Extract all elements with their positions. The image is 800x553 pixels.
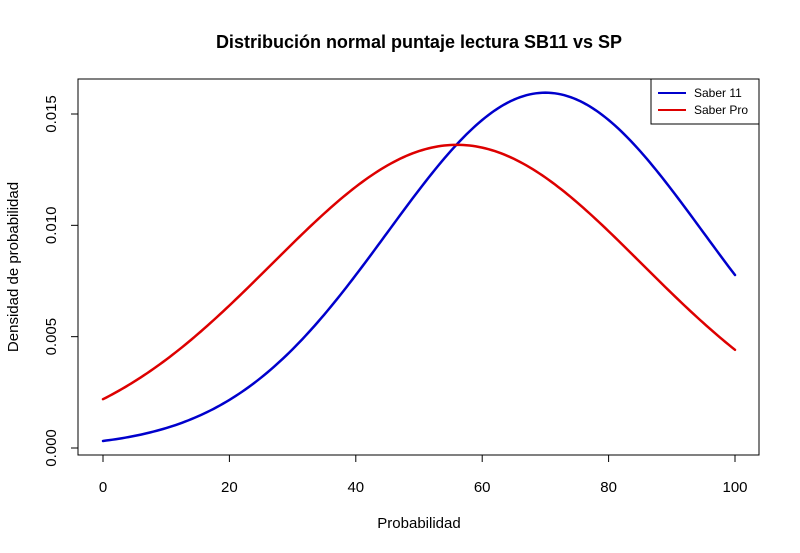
x-axis-label: Probabilidad	[377, 515, 460, 532]
legend-box	[650, 78, 760, 125]
legend-label-saber-11: Saber 11	[694, 86, 742, 100]
y-tick-label: 0.000	[43, 429, 60, 467]
y-tick-label: 0.005	[43, 318, 60, 356]
y-tick-label: 0.010	[43, 207, 60, 245]
x-axis: 0 20 40 60 80 100	[99, 454, 748, 496]
x-tick-label: 60	[474, 479, 491, 496]
legend-label-saber-pro: Saber Pro	[694, 103, 748, 117]
series-line-saber-pro	[101, 143, 737, 401]
legend: Saber 11 Saber Pro	[650, 78, 760, 125]
x-tick-label: 80	[600, 479, 617, 496]
x-tick-label: 100	[722, 479, 747, 496]
series-line-saber-11	[101, 91, 737, 443]
x-tick-label: 0	[99, 479, 107, 496]
plot-frame	[77, 78, 760, 456]
series-layer	[101, 91, 737, 443]
x-tick-label: 40	[347, 479, 364, 496]
y-axis-label: Densidad de probabilidad	[5, 182, 22, 352]
chart-title: Distribución normal puntaje lectura SB11…	[216, 32, 622, 52]
x-tick-label: 20	[221, 479, 238, 496]
y-tick-label: 0.015	[43, 95, 60, 133]
y-axis: 0.000 0.005 0.010 0.015	[43, 95, 79, 467]
